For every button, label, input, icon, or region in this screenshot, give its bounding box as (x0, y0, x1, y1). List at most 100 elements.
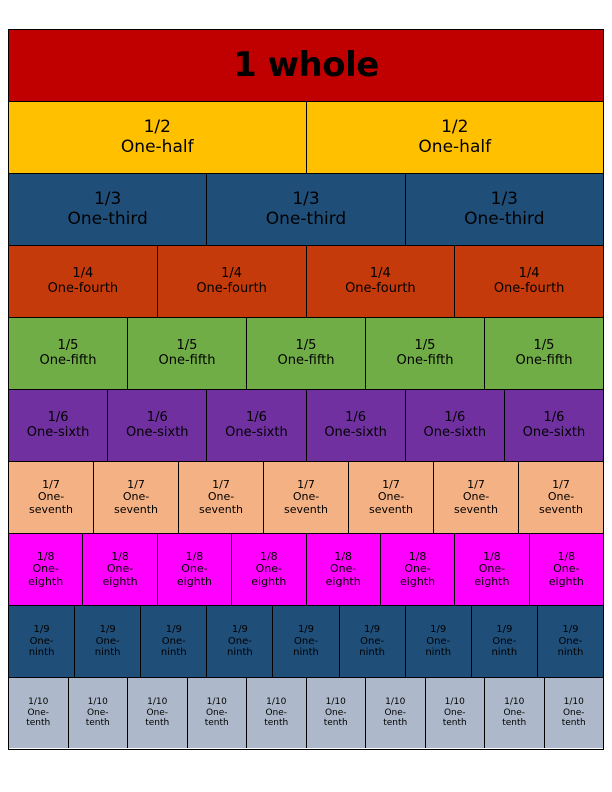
fraction-cell: 1/8 One-eighth (9, 534, 84, 605)
fraction-name: One- (462, 490, 490, 504)
fraction-value: 1/9 (297, 624, 315, 636)
fraction-cell: 1/4 One-fourth (9, 246, 158, 317)
fraction-value: 1/10 (385, 697, 406, 708)
fraction-name: seventh (283, 502, 329, 516)
fraction-cell: 1/9 One-ninth (9, 606, 76, 677)
fraction-name: tenth (561, 718, 586, 729)
fraction-name: One-fifth (158, 352, 216, 368)
fraction-row-3: 1/3 One-third 1/3 One-third 1/3 One-third (9, 174, 603, 246)
fraction-cell: 1/10 One-tenth (247, 678, 307, 748)
fraction-name: seventh (113, 502, 159, 516)
fraction-cell: 1/8 One-eighth (529, 534, 603, 605)
fraction-strips-chart: 1 whole 1/2 One-half 1/2 One-half 1/3 One-thi… (8, 29, 604, 750)
fraction-name: One-half (418, 136, 492, 157)
fraction-value: 1/5 (414, 337, 436, 353)
fraction-cell: 1/9 One-ninth (207, 606, 274, 677)
fraction-value: 1/6 (47, 409, 69, 425)
fraction-name: One- (122, 490, 150, 504)
fraction-value: 1/10 (444, 697, 465, 708)
fraction-value: 1/9 (99, 624, 116, 636)
fraction-name: One-sixth (26, 424, 90, 440)
fraction-name: ninth (227, 647, 253, 659)
fraction-name: ninth (359, 647, 385, 659)
fraction-cell: 1/5 One-fifth (366, 318, 485, 389)
fraction-cell: 1/8 One-eighth (455, 534, 530, 605)
fraction-value: 1/6 (543, 409, 565, 425)
fraction-name: eighth (28, 574, 64, 588)
fraction-row-9: 1/9 One-ninth 1/9 One-ninth 1/9 One-ninth 1/9 O… (9, 606, 603, 678)
fraction-value: 1/8 (111, 549, 129, 563)
fraction-cell: 1/10 One-tenth (68, 678, 128, 748)
fraction-value: 1/7 (127, 477, 145, 491)
fraction-value: 1/8 (408, 549, 427, 563)
fraction-value: 1/3 (292, 188, 320, 209)
fraction-name: ninth (160, 647, 187, 659)
fraction-name: ninth (557, 647, 584, 659)
fraction-name: tenth (264, 718, 289, 729)
fraction-name: eighth (548, 574, 584, 588)
fraction-name: tenth (145, 718, 170, 729)
fraction-name: ninth (94, 647, 121, 659)
fraction-name: One-fourth (196, 280, 267, 296)
fraction-name: One-sixth (324, 424, 387, 440)
fraction-cell: 1/7 One-seventh (94, 462, 179, 533)
fraction-name: One- (377, 490, 405, 504)
fraction-cell: 1/6 One-sixth (207, 390, 307, 461)
fraction-value: 1/7 (552, 477, 570, 491)
fraction-value: 1/4 (221, 265, 243, 281)
fraction-cell: 1/4 One-fourth (157, 246, 307, 317)
fraction-name: tenth (383, 718, 408, 729)
fraction-cell: 1/2 One-half (306, 102, 603, 173)
fraction-cell: 1/6 One-sixth (504, 390, 604, 461)
fraction-name: One- (227, 635, 252, 647)
fraction-value: 1/8 (185, 549, 204, 563)
fraction-value: 1/9 (165, 624, 182, 636)
fraction-value: 1/9 (231, 624, 248, 636)
fraction-name: One-fourth (47, 280, 119, 296)
fraction-name: One- (360, 635, 385, 647)
fraction-row-4: 1/4 One-fourth 1/4 One-fourth 1/4 One-fourth 1… (9, 246, 603, 318)
fraction-value: 1/5 (533, 337, 555, 353)
fraction-name: seventh (28, 502, 74, 516)
fraction-name: One- (106, 562, 134, 576)
fraction-cell: 1/8 One-eighth (157, 534, 233, 605)
whole-label: 1 whole (233, 44, 379, 85)
fraction-name: One- (404, 562, 431, 576)
fraction-cell: 1/9 One-ninth (273, 606, 340, 677)
fraction-name: eighth (102, 574, 138, 588)
fraction-cell: 1/8 One-eighth (83, 534, 158, 605)
fraction-name: seventh (368, 502, 414, 516)
fraction-name: tenth (204, 718, 229, 729)
fraction-value: 1/7 (212, 477, 230, 491)
fraction-name: One-third (464, 208, 545, 229)
fraction-cell: 1/9 One-ninth (537, 606, 603, 677)
fraction-cell: 1/8 One-eighth (306, 534, 381, 605)
fraction-value: 1/2 (441, 116, 469, 137)
fraction-value: 1/5 (176, 337, 198, 353)
whole-row: 1 whole (9, 30, 603, 102)
fraction-name: One-fifth (39, 352, 97, 368)
fraction-cell: 1/7 One-seventh (264, 462, 349, 533)
fraction-name: One-fourth (345, 280, 416, 296)
fraction-name: seventh (453, 502, 499, 516)
fraction-cell: 1/9 One-ninth (141, 606, 208, 677)
fraction-cell: 1/10 One-tenth (425, 678, 485, 748)
fraction-value: 1/9 (430, 624, 447, 636)
fraction-name: ninth (293, 647, 319, 659)
fraction-cell: 1/5 One-fifth (128, 318, 247, 389)
fraction-cell: 1/10 One-tenth (128, 678, 188, 748)
fraction-cell: 1/5 One-fifth (9, 318, 128, 389)
fraction-name: One- (29, 635, 54, 647)
fraction-name: ninth (28, 647, 55, 659)
fraction-cell: 1/2 One-half (9, 102, 307, 173)
fraction-name: One-fifth (515, 352, 573, 368)
fraction-name: One-half (120, 136, 194, 157)
fraction-name: One-fifth (396, 352, 454, 368)
fraction-row-6: 1/6 One-sixth 1/6 One-sixth 1/6 One-sixth 1/6 O… (9, 390, 604, 462)
fraction-value: 1/8 (259, 549, 278, 563)
fraction-value: 1/9 (364, 624, 381, 636)
fraction-cell: 1/6 One-sixth (9, 390, 109, 461)
fraction-cell: 1/9 One-ninth (339, 606, 406, 677)
fraction-cell: 1/8 One-eighth (232, 534, 307, 605)
fraction-value: 1/3 (93, 188, 122, 209)
